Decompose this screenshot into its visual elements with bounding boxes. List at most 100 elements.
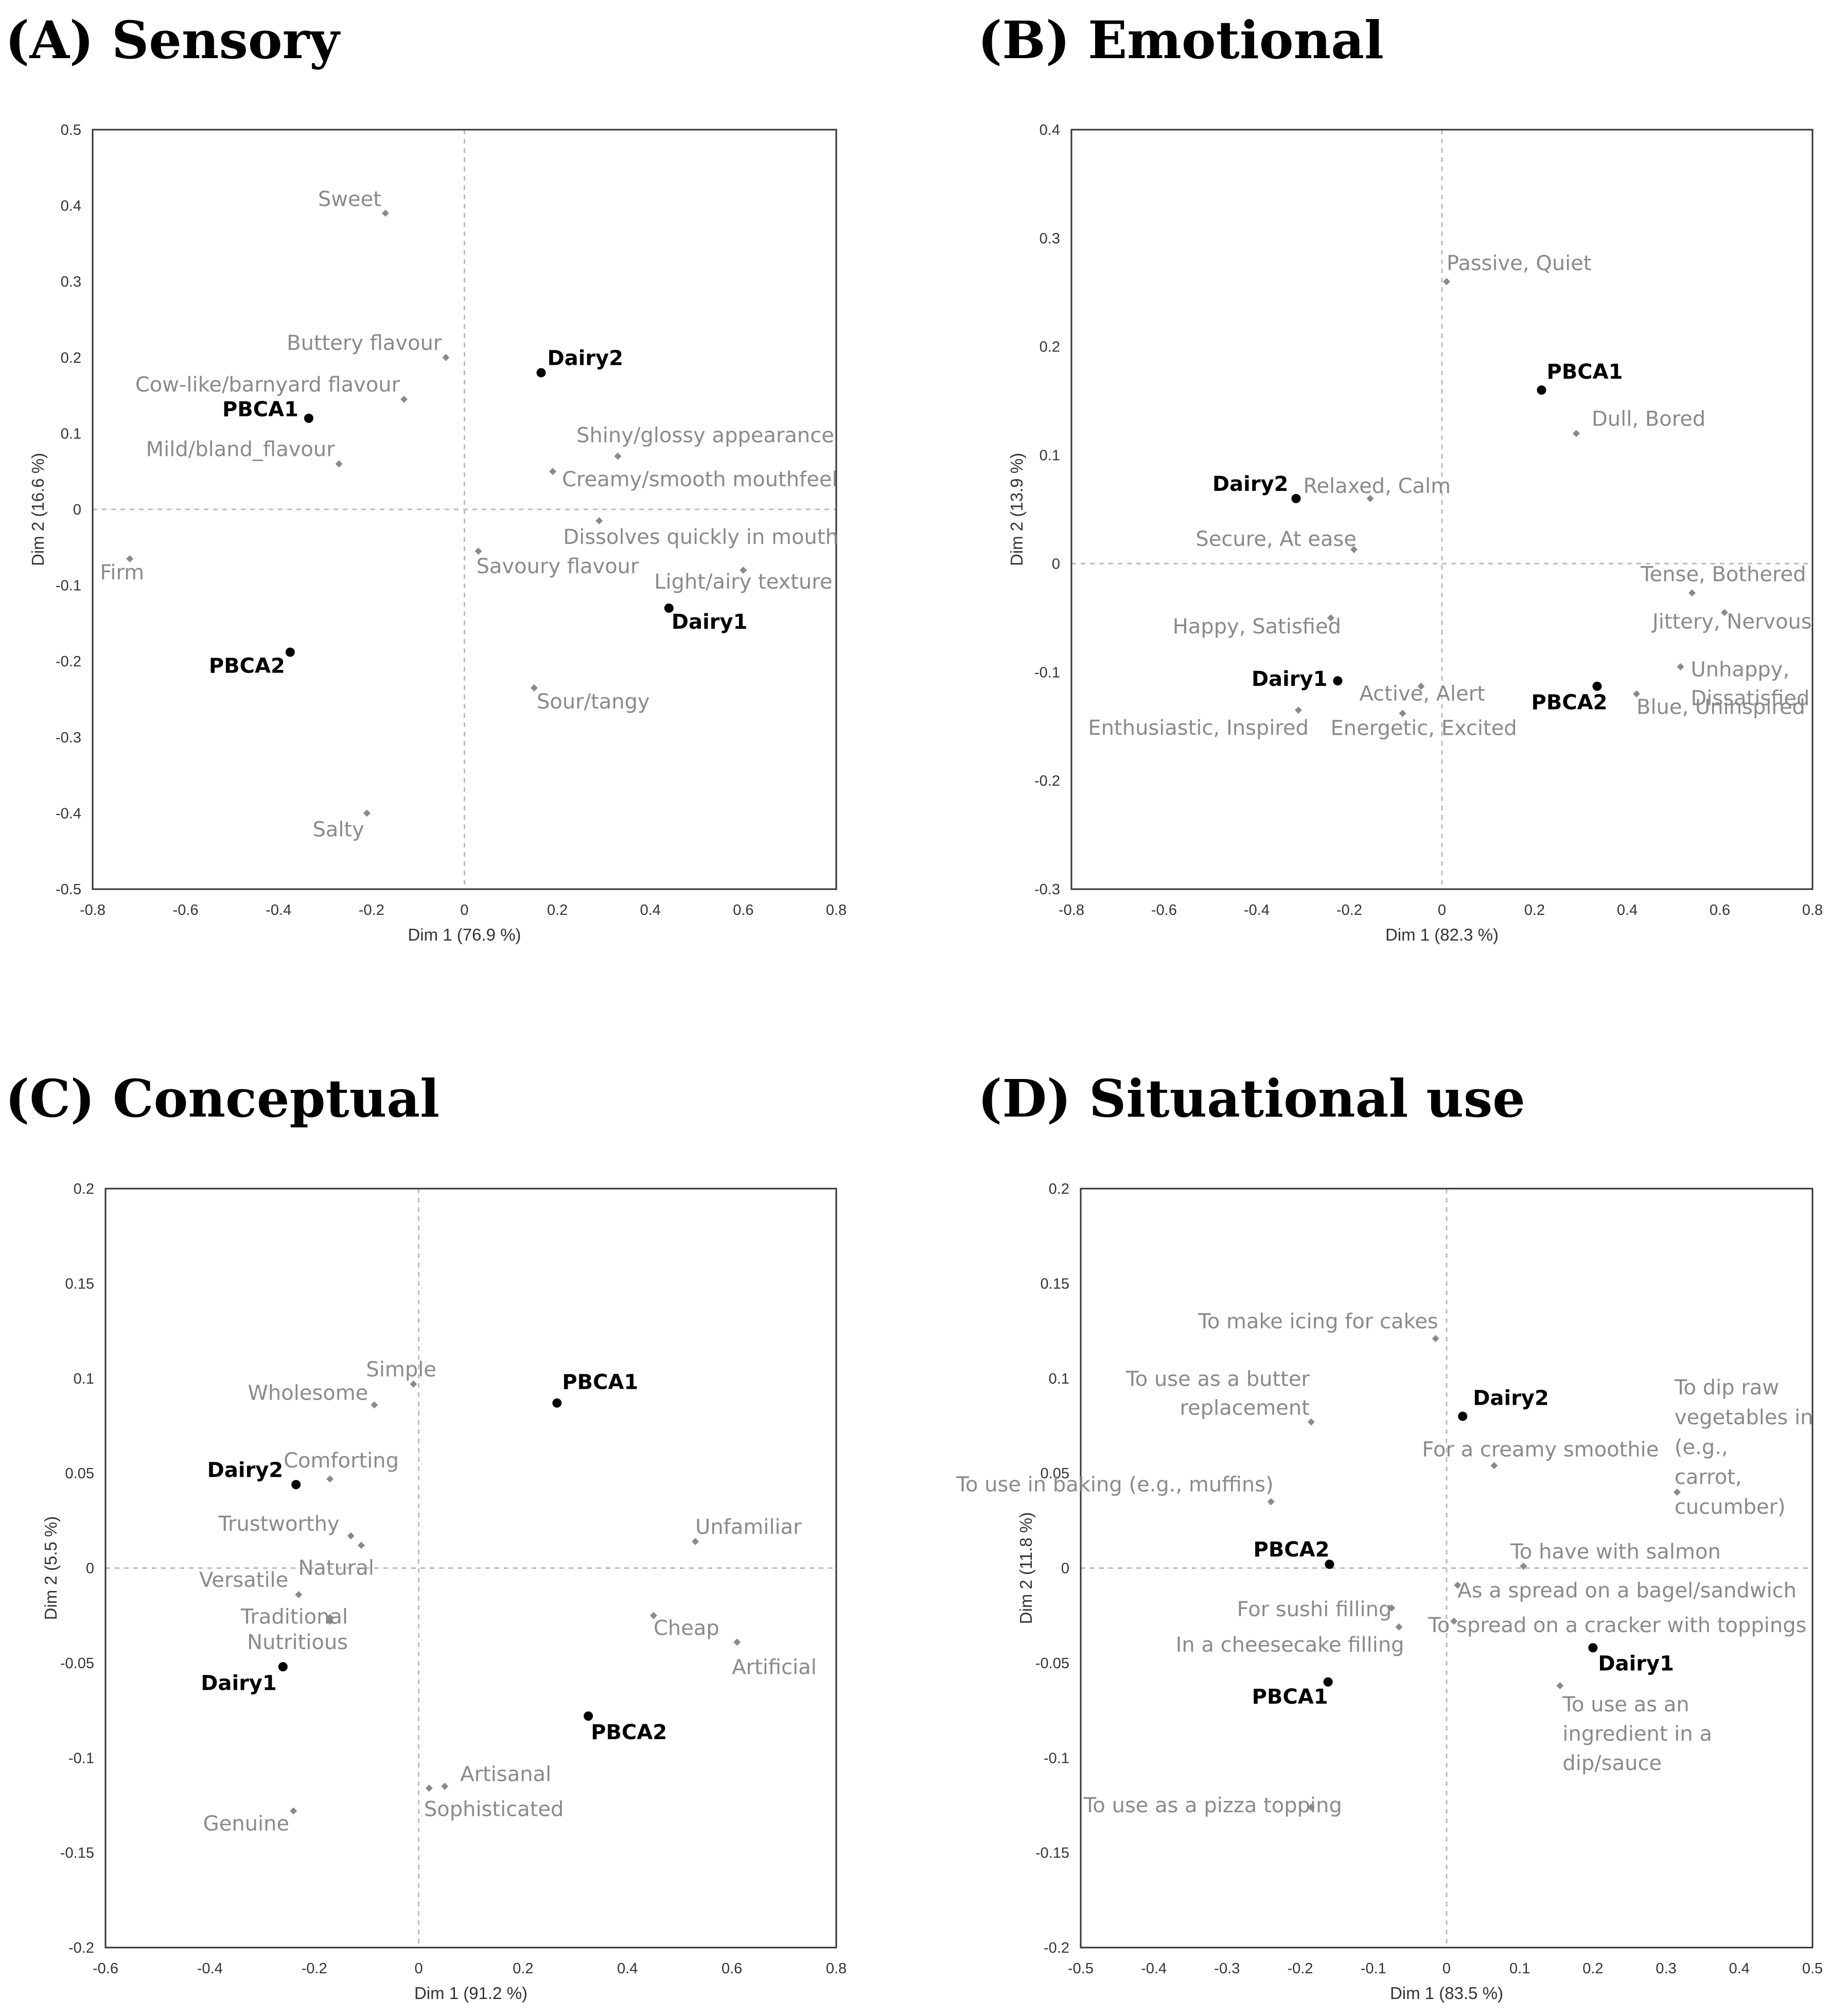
panel-title-situational-use: (D) Situational use	[978, 1068, 1525, 1129]
x-tick-label: -0.1	[1361, 1960, 1386, 1977]
product-label-dairy2: Dairy2	[207, 1458, 284, 1482]
attribute-label-versatile: Versatile	[199, 1568, 288, 1592]
product-point-dairy1	[278, 1662, 288, 1672]
x-axis-label: Dim 1 (76.9 %)	[408, 925, 521, 944]
attribute-label-relaxed-calm: Relaxed, Calm	[1304, 474, 1451, 498]
y-tick-label: -0.3	[56, 730, 81, 746]
attribute-label-happy-satisfied: Happy, Satisfied	[1173, 615, 1341, 639]
y-tick-label: 0.1	[1049, 1371, 1069, 1387]
attribute-point-versatile	[295, 1591, 303, 1599]
attribute-label-natural: Natural	[298, 1556, 374, 1580]
attribute-label-creamy-smooth-mouthfeel: Creamy/smooth mouthfeel	[562, 468, 837, 491]
attribute-label-blue-uninspired: Blue, Uninspired	[1636, 695, 1805, 719]
product-point-pbca1	[304, 413, 313, 423]
attribute-point-savoury-flavour	[474, 547, 482, 555]
attribute-point-to-make-icing-for-cakes	[1432, 1335, 1439, 1342]
attribute-label-traditional: Traditional	[240, 1605, 348, 1629]
attribute-label-to-use-as-a-butter-replacement: To use as a butter replacement	[1125, 1368, 1310, 1420]
y-tick-label: 0.2	[1049, 1181, 1069, 1197]
attribute-point-genuine	[290, 1807, 297, 1815]
x-axis-label: Dim 1 (83.5 %)	[1390, 1984, 1503, 2003]
attribute-label-dull-bored: Dull, Bored	[1592, 407, 1705, 431]
attribute-point-comforting	[326, 1475, 334, 1483]
y-tick-label: 0	[1061, 1561, 1069, 1577]
y-tick-label: -0.05	[60, 1655, 94, 1672]
product-label-dairy1: Dairy1	[1252, 667, 1328, 691]
attribute-point-light-airy-texture	[740, 567, 747, 574]
attribute-label-unfamiliar: Unfamiliar	[695, 1515, 802, 1539]
y-axis-label: Dim 2 (11.8 %)	[1016, 1512, 1035, 1624]
x-tick-label: -0.4	[197, 1960, 223, 1977]
product-point-pbca2	[584, 1711, 593, 1721]
attribute-point-enthusiastic-inspired	[1295, 706, 1302, 714]
x-tick-label: 0.2	[547, 902, 568, 918]
attribute-label-firm: Firm	[100, 561, 144, 585]
x-tick-label: 0.2	[1582, 1960, 1603, 1977]
y-tick-label: 0.1	[1040, 448, 1060, 464]
product-label-pbca2: PBCA2	[1531, 691, 1608, 715]
attribute-label-as-a-spread-on-a-bagel-sandwich: As a spread on a bagel/sandwich	[1457, 1579, 1797, 1603]
product-label-dairy1: Dairy1	[201, 1671, 277, 1695]
attribute-label-unhappy-dissatisfied: Unhappy, Dissatisfied	[1691, 658, 1810, 711]
x-tick-label: 0.2	[513, 1960, 533, 1977]
x-tick-label: 0.4	[640, 902, 661, 918]
y-tick-label: -0.3	[1034, 881, 1060, 898]
attribute-label-cow-like-barnyard-flavour: Cow-like/barnyard flavour	[135, 373, 400, 397]
x-tick-label: 0.4	[617, 1960, 638, 1977]
y-tick-label: 0.2	[61, 350, 81, 366]
attribute-label-sweet: Sweet	[318, 187, 381, 211]
y-axis-label: Dim 2 (5.5 %)	[41, 1516, 60, 1620]
attribute-point-creamy-smooth-mouthfeel	[549, 468, 557, 475]
y-tick-label: 0.4	[61, 198, 81, 215]
x-tick-label: -0.4	[1141, 1960, 1167, 1977]
y-tick-label: -0.2	[68, 1940, 94, 1956]
attribute-label-to-make-icing-for-cakes: To make icing for cakes	[1198, 1310, 1438, 1333]
product-point-dairy2	[536, 368, 546, 378]
attribute-point-natural	[358, 1542, 365, 1549]
product-label-pbca1: PBCA1	[222, 398, 298, 421]
attribute-label-for-a-creamy-smoothie: For a creamy smoothie	[1422, 1438, 1659, 1461]
product-label-dairy2: Dairy2	[548, 346, 624, 370]
x-tick-label: 0.8	[826, 1960, 847, 1977]
attribute-label-simple: Simple	[366, 1358, 436, 1382]
x-tick-label: -0.8	[80, 902, 105, 918]
attribute-point-dull-bored	[1573, 430, 1580, 437]
attribute-point-sophisticated	[425, 1784, 433, 1792]
y-tick-label: 0.15	[65, 1276, 94, 1292]
plot-frame	[92, 129, 837, 890]
product-label-pbca1: PBCA1	[1547, 360, 1623, 384]
attribute-label-jittery-nervous: Jittery, Nervous	[1651, 610, 1812, 633]
product-label-pbca1: PBCA1	[562, 1371, 638, 1394]
attribute-label-sour-tangy: Sour/tangy	[537, 690, 650, 714]
attribute-label-artificial: Artificial	[732, 1655, 817, 1679]
y-tick-label: -0.15	[60, 1845, 94, 1862]
y-tick-label: 0	[1052, 556, 1060, 572]
y-tick-label: 0.1	[61, 426, 81, 442]
attribute-label-to-use-as-an-ingredient-in-a-dip-sauce: To use as an ingredient in a dip/sauce	[1562, 1693, 1712, 1775]
y-tick-label: -0.2	[1044, 1940, 1069, 1956]
attribute-label-active-alert: Active, Alert	[1360, 682, 1485, 706]
x-tick-label: 0.6	[721, 1960, 742, 1977]
attribute-point-active-alert	[1417, 682, 1425, 690]
attribute-point-unfamiliar	[692, 1537, 699, 1545]
attribute-point-passive-quiet	[1443, 278, 1450, 286]
x-tick-label: 0.5	[1802, 1960, 1823, 1977]
attribute-point-sour-tangy	[530, 684, 538, 692]
attribute-point-in-a-cheesecake-filling	[1395, 1623, 1403, 1631]
attribute-label-light-airy-texture: Light/airy texture	[654, 570, 832, 594]
x-tick-label: -0.4	[1244, 902, 1270, 918]
x-tick-label: 0	[1442, 1960, 1451, 1977]
product-point-dairy2	[1458, 1411, 1468, 1421]
attribute-label-energetic-excited: Energetic, Excited	[1331, 716, 1517, 740]
x-tick-label: -0.2	[1336, 902, 1362, 918]
y-tick-label: 0	[73, 502, 81, 518]
x-tick-label: 0.6	[733, 902, 753, 918]
y-tick-label: -0.1	[1044, 1750, 1069, 1766]
attribute-label-artisanal: Artisanal	[460, 1763, 551, 1787]
attribute-point-nutritious	[326, 1617, 334, 1625]
attribute-point-buttery-flavour	[442, 353, 450, 361]
